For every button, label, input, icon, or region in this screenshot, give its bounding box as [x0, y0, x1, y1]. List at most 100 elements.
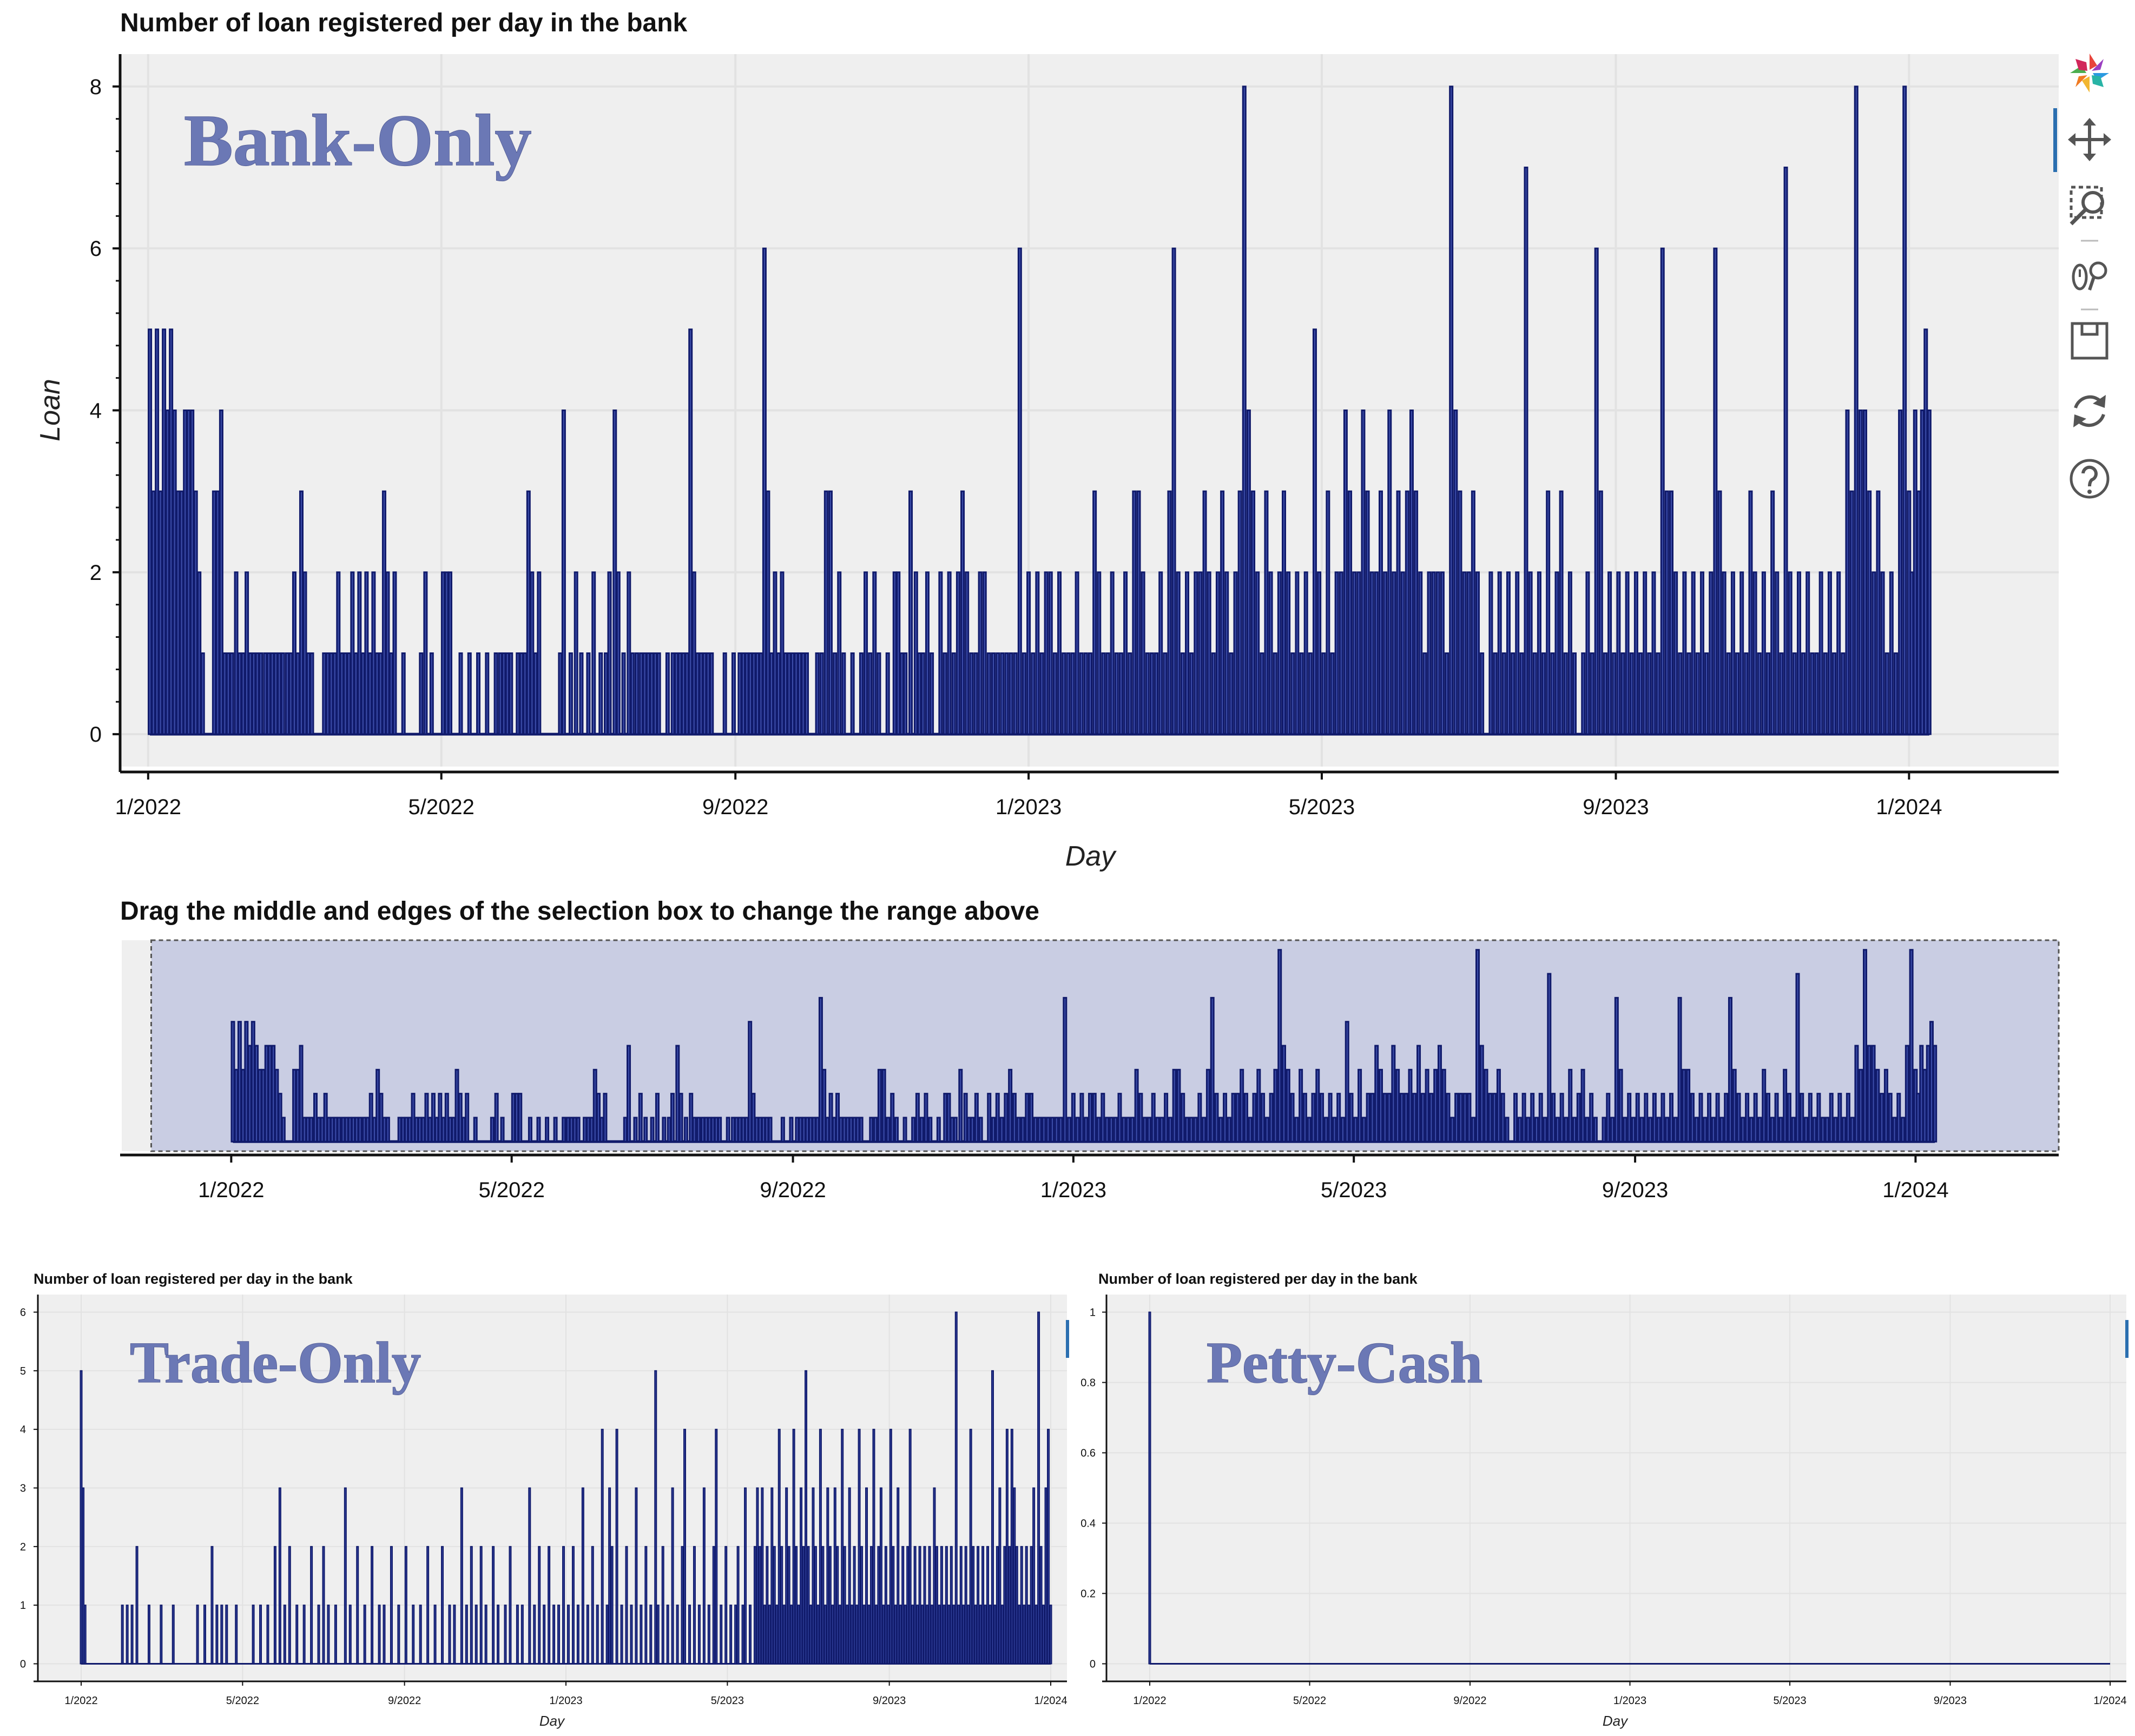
bar: [605, 1605, 609, 1665]
range-selector-chart[interactable]: Drag the middle and edges of the selecti…: [120, 897, 2060, 1202]
bar: [928, 1117, 933, 1143]
bar: [526, 490, 531, 735]
x-tick-label: 1/2023: [1040, 1178, 1106, 1202]
bar: [130, 1605, 134, 1665]
bar: [768, 1117, 773, 1143]
petty-cash-chart[interactable]: Number of loan registered per day in the…: [1080, 1271, 2129, 1729]
bar: [1167, 490, 1172, 735]
bar: [196, 1605, 199, 1665]
bar: [1795, 973, 1800, 1143]
bar: [397, 1605, 400, 1665]
bar: [1673, 1117, 1678, 1143]
bar: [892, 1546, 895, 1665]
bar: [1770, 1117, 1775, 1143]
bar: [245, 571, 249, 735]
bar: [1264, 490, 1269, 735]
x-tick-label: 9/2022: [388, 1695, 421, 1707]
bar: [306, 652, 311, 735]
bar: [852, 1117, 857, 1143]
bar: [576, 1117, 581, 1143]
bar: [160, 1605, 163, 1665]
bar: [1505, 1117, 1510, 1143]
box-zoom-icon[interactable]: [2068, 184, 2111, 227]
main-chart[interactable]: Number of loan registered per day in the…: [35, 9, 2059, 872]
bar: [1235, 1093, 1240, 1143]
bar: [431, 1093, 436, 1143]
bar: [505, 652, 510, 735]
bar: [1722, 571, 1727, 735]
bar: [860, 1546, 864, 1665]
bar: [1227, 1117, 1231, 1143]
bar: [302, 571, 307, 735]
bar: [741, 1117, 746, 1143]
y-tick-label: 3: [20, 1483, 26, 1495]
bar: [1255, 571, 1260, 735]
bar: [341, 1117, 346, 1143]
bar: [518, 1093, 523, 1143]
bar: [1665, 1117, 1670, 1143]
bar: [1673, 571, 1678, 735]
bar: [1450, 1117, 1455, 1143]
y-tick-label: 1: [20, 1600, 26, 1612]
bar: [920, 652, 925, 735]
wheel-zoom-icon[interactable]: [2068, 253, 2111, 296]
bar: [696, 1117, 701, 1143]
bar: [433, 1605, 437, 1665]
bar: [252, 652, 256, 735]
bar: [833, 1487, 836, 1665]
range-x-ticks: 1/2022 5/2022 9/2022 1/2023 5/2023 9/2023 1/20…: [198, 1155, 1949, 1202]
bar: [1736, 1093, 1741, 1143]
pan-icon[interactable]: [2068, 118, 2111, 161]
bar: [963, 1093, 968, 1143]
bar: [502, 652, 506, 735]
bar: [1013, 1487, 1016, 1665]
x-tick-label: 5/2023: [1773, 1695, 1806, 1707]
trade-only-chart[interactable]: Number of loan registered per day in the…: [20, 1271, 1069, 1729]
bar: [490, 1117, 495, 1143]
bar: [991, 1117, 996, 1143]
bar: [1034, 1605, 1038, 1665]
bar: [467, 652, 472, 735]
bar: [1132, 490, 1137, 735]
bar: [374, 652, 379, 735]
bar: [831, 1605, 834, 1665]
reset-icon[interactable]: [2068, 390, 2111, 433]
bar: [1264, 1117, 1269, 1143]
bar: [1141, 571, 1145, 735]
bar: [1635, 1093, 1640, 1143]
bar: [1039, 1546, 1043, 1665]
bar: [1497, 571, 1502, 735]
bar: [1572, 1117, 1577, 1143]
bar: [200, 652, 205, 735]
petty-plot-area[interactable]: [1106, 1295, 2126, 1681]
bar: [630, 652, 635, 735]
bar: [1044, 571, 1049, 735]
bar: [1704, 652, 1709, 735]
bar: [1048, 571, 1053, 735]
bar: [1042, 1605, 1045, 1665]
bar: [362, 1117, 367, 1143]
bar: [421, 1117, 426, 1143]
bar: [964, 1546, 967, 1665]
x-tick-label: 5/2022: [1293, 1695, 1326, 1707]
bar: [998, 1487, 1001, 1665]
bar: [165, 410, 170, 735]
bar: [627, 571, 631, 735]
bar: [807, 1546, 810, 1665]
bar: [1083, 652, 1088, 735]
bar: [1791, 1117, 1796, 1143]
y-tick-label: 6: [90, 237, 102, 261]
bar: [1652, 1093, 1657, 1143]
bar: [360, 652, 365, 735]
bar: [460, 1487, 463, 1665]
bar: [367, 652, 372, 735]
bar: [536, 1117, 541, 1143]
bar: [1008, 1546, 1011, 1665]
save-icon[interactable]: [2068, 319, 2111, 362]
bar: [1757, 1117, 1762, 1143]
bar: [407, 1117, 412, 1143]
bar: [266, 1605, 269, 1665]
help-icon[interactable]: [2068, 457, 2111, 500]
bar: [1484, 1068, 1488, 1143]
bar: [1805, 571, 1810, 735]
